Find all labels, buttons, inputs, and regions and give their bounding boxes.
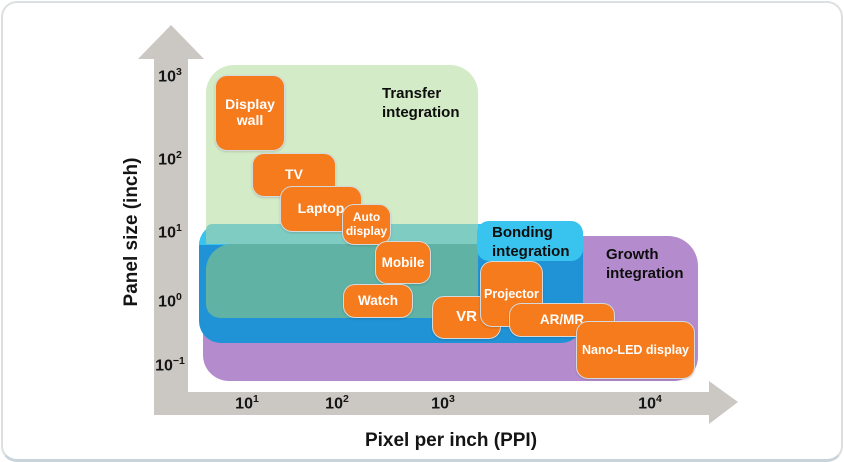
y-axis-title: Panel size (inch): [121, 157, 142, 307]
y-axis-tick-1e0: 100: [148, 291, 192, 311]
tick-base: 10: [431, 395, 449, 413]
tick-base: 10: [158, 68, 176, 86]
x-axis-tick-1e1: 101: [225, 393, 269, 413]
tick-exponent: 3: [448, 393, 455, 405]
y-axis-tick-1e3: 103: [148, 66, 192, 86]
tick-base: 10: [638, 395, 656, 413]
tick-exponent: 3: [175, 66, 182, 78]
growth-integration-label: Growth integration: [606, 246, 684, 283]
x-axis-shaft: [154, 392, 710, 415]
tick-exponent: 1: [175, 222, 182, 234]
tick-base: 10: [155, 357, 173, 375]
x-axis-tick-1e2: 102: [315, 393, 359, 413]
tick-exponent: 4: [655, 393, 662, 405]
transfer-integration-label: Transfer integration: [382, 85, 460, 122]
tick-exponent: 2: [175, 149, 182, 161]
item-box-display-wall: Display wall: [215, 75, 285, 151]
axis-arrows: [138, 25, 738, 424]
tick-base: 10: [235, 395, 253, 413]
tick-base: 10: [325, 395, 343, 413]
tick-exponent: −1: [172, 355, 185, 367]
item-box-auto-display: Auto display: [342, 204, 391, 245]
tick-base: 10: [158, 293, 176, 311]
tick-base: 10: [158, 151, 176, 169]
y-axis-tick-1e-1: 10−1: [148, 355, 192, 375]
x-axis-tick-1e4: 104: [628, 393, 672, 413]
y-axis-tick-1e1: 101: [148, 222, 192, 242]
region-bonding-label-tab: [477, 221, 583, 261]
x-axis-title: Pixel per inch (PPI): [364, 430, 538, 451]
y-axis-tick-1e2: 102: [148, 149, 192, 169]
y-axis-shaft: [154, 53, 188, 415]
item-box-mobile: Mobile: [375, 241, 431, 284]
tick-exponent: 1: [252, 393, 259, 405]
x-axis-arrowhead-icon: [709, 381, 738, 424]
x-axis-tick-1e3: 103: [421, 393, 465, 413]
item-box-nano-led-display: Nano-LED display: [576, 321, 695, 379]
tick-base: 10: [158, 224, 176, 242]
tick-exponent: 2: [342, 393, 349, 405]
tick-exponent: 0: [175, 291, 182, 303]
bonding-integration-label: Bonding integration: [492, 224, 570, 261]
y-axis-arrowhead-icon: [138, 25, 204, 59]
item-box-watch: Watch: [343, 284, 413, 318]
